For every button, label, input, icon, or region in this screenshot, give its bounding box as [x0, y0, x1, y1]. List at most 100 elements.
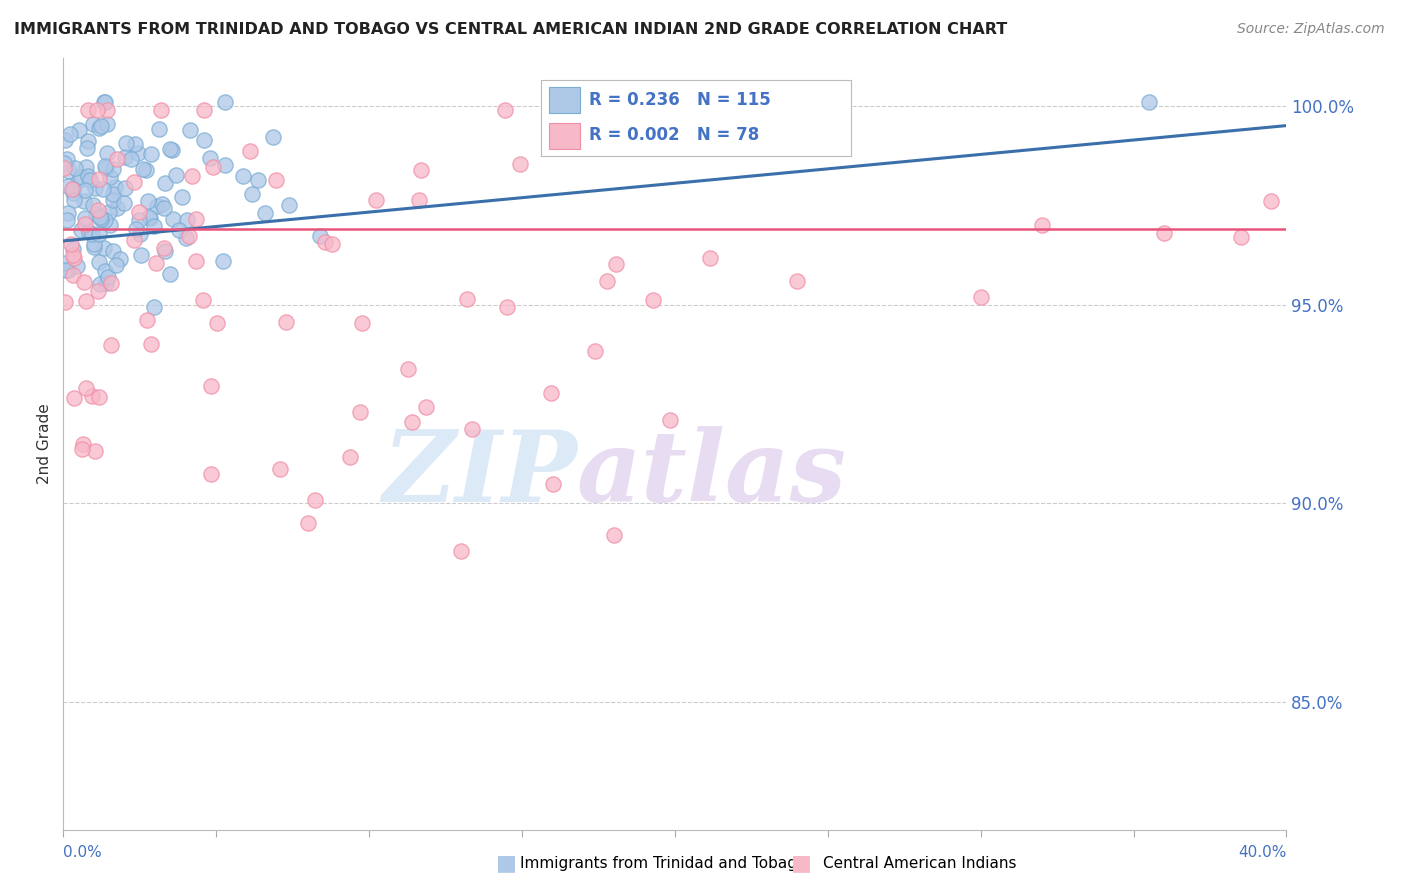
Point: [101, 244, 124, 258]
Point: [96, 146, 118, 161]
Point: [153, 244, 176, 258]
Point: [145, 256, 167, 270]
Point: [124, 136, 146, 151]
Text: 0.0%: 0.0%: [63, 846, 103, 861]
Point: [82, 117, 104, 131]
Point: [90, 120, 112, 134]
Text: ZIP: ZIP: [382, 426, 576, 523]
Point: [202, 160, 225, 174]
Point: [103, 186, 125, 201]
Point: [540, 386, 562, 401]
Point: [79, 173, 101, 187]
Point: [100, 337, 122, 351]
Point: [641, 293, 664, 307]
Point: [135, 162, 157, 177]
Point: [56, 263, 79, 277]
Point: [415, 400, 437, 414]
Point: [62, 268, 84, 283]
Point: [139, 211, 162, 226]
Point: [184, 254, 207, 268]
Point: [136, 194, 159, 209]
Point: [401, 415, 423, 429]
Point: [84, 443, 107, 458]
Point: [56, 153, 79, 167]
Point: [150, 103, 173, 117]
Point: [456, 292, 478, 306]
Point: [128, 227, 150, 242]
Point: [159, 142, 181, 156]
Point: [159, 267, 181, 281]
Point: [101, 193, 124, 207]
Point: [124, 222, 146, 236]
Point: [143, 219, 166, 233]
Point: [122, 233, 145, 247]
Point: [77, 169, 100, 183]
Point: [408, 194, 430, 208]
Point: [58, 164, 80, 178]
Point: [56, 213, 79, 227]
Point: [170, 190, 193, 204]
Point: [70, 223, 93, 237]
Point: [596, 274, 619, 288]
Point: [240, 187, 263, 202]
Point: [148, 121, 170, 136]
Point: [264, 173, 287, 187]
Point: [84, 207, 107, 221]
Point: [141, 336, 163, 351]
Point: [786, 274, 808, 288]
Point: [87, 254, 110, 268]
Point: [73, 276, 96, 290]
Text: ■: ■: [496, 854, 516, 873]
Point: [110, 252, 132, 266]
Point: [65, 161, 87, 175]
Point: [91, 182, 114, 196]
Point: [96, 103, 118, 117]
Point: [73, 194, 96, 209]
Text: IMMIGRANTS FROM TRINIDAD AND TOBAGO VS CENTRAL AMERICAN INDIAN 2ND GRADE CORRELA: IMMIGRANTS FROM TRINIDAD AND TOBAGO VS C…: [14, 22, 1007, 37]
Point: [75, 294, 97, 309]
Point: [605, 257, 627, 271]
Point: [87, 171, 110, 186]
Point: [176, 213, 198, 227]
Point: [94, 276, 117, 290]
Point: [181, 169, 204, 184]
Point: [200, 467, 222, 481]
Point: [101, 162, 124, 177]
Point: [90, 212, 112, 227]
Point: [80, 388, 103, 402]
Point: [83, 236, 105, 251]
Point: [56, 206, 79, 220]
Point: [87, 284, 110, 298]
Point: [94, 159, 117, 173]
Point: [89, 390, 111, 404]
Point: [253, 206, 276, 220]
Point: [239, 144, 262, 158]
Point: [52, 156, 75, 170]
Point: [541, 476, 564, 491]
Point: [62, 182, 84, 196]
Point: [82, 198, 104, 212]
Point: [80, 227, 103, 241]
Point: [262, 129, 284, 144]
Text: Central American Indians: Central American Indians: [823, 856, 1017, 871]
Point: [75, 160, 97, 174]
Point: [105, 201, 128, 215]
Point: [191, 293, 214, 308]
Point: [167, 223, 190, 237]
Point: [104, 258, 127, 272]
Point: [93, 212, 115, 227]
Point: [1260, 194, 1282, 209]
Text: ■: ■: [792, 854, 811, 873]
Point: [100, 277, 122, 291]
Point: [72, 442, 94, 456]
Point: [970, 290, 993, 304]
Point: [53, 294, 76, 309]
Point: [114, 151, 136, 165]
Point: [304, 493, 326, 508]
Point: [60, 181, 83, 195]
Point: [349, 405, 371, 419]
Point: [160, 143, 183, 157]
Point: [96, 161, 118, 176]
Point: [603, 528, 626, 542]
Point: [139, 146, 162, 161]
